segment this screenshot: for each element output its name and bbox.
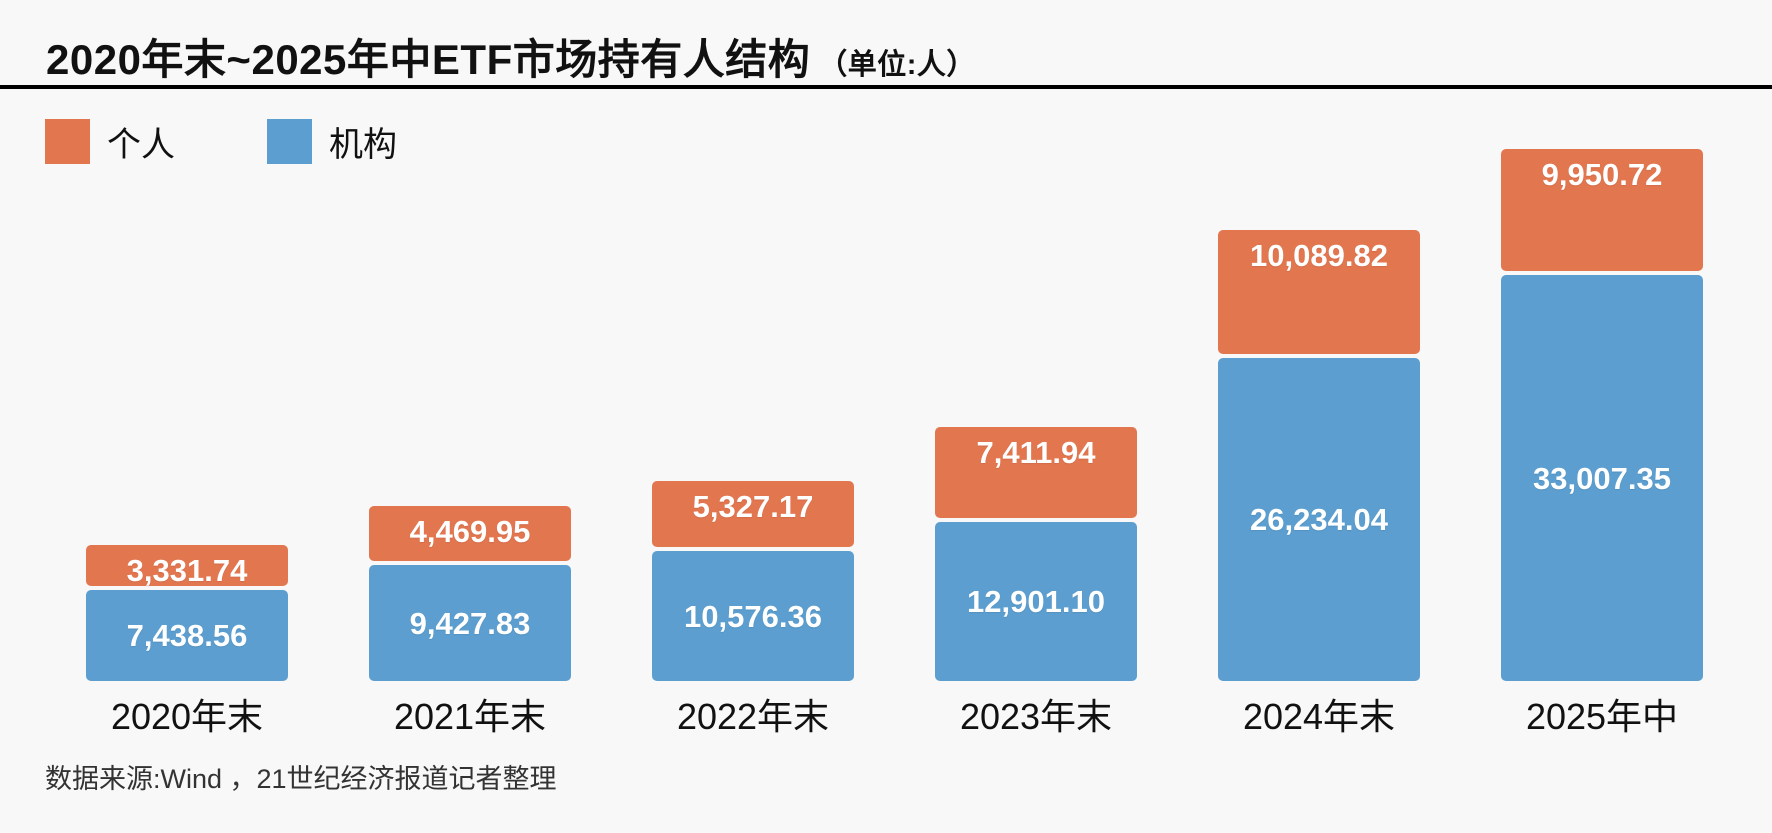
title-divider	[0, 85, 1772, 89]
x-axis-label: 2025年中	[1525, 696, 1679, 737]
legend-label: 个人	[107, 126, 175, 164]
legend: 个人 机构	[45, 117, 489, 166]
x-axis-label: 2020年末	[110, 696, 264, 737]
bar-segment-individual: 3,331.74	[86, 545, 288, 586]
x-axis-label: 2021年末	[393, 696, 547, 737]
bar-group: 4,469.95 9,427.83	[369, 506, 571, 681]
title-unit-label: （单位:人）	[818, 49, 976, 81]
bar-segment-institution: 7,438.56	[86, 590, 288, 681]
bar-segment-institution: 33,007.35	[1501, 275, 1703, 681]
legend-item: 机构	[267, 117, 397, 166]
x-axis-label: 2024年末	[1242, 696, 1396, 737]
bar-segment-institution: 10,576.36	[652, 551, 854, 681]
bar-value-label: 10,576.36	[684, 598, 822, 634]
bar-value-label: 9,427.83	[409, 605, 531, 641]
bar-group: 10,089.82 26,234.04	[1218, 230, 1420, 681]
bar-segment-individual: 10,089.82	[1218, 230, 1420, 354]
bar-value-label: 7,438.56	[126, 618, 248, 653]
bar-value-label: 4,469.95	[409, 514, 531, 549]
bar-segment-institution: 26,234.04	[1218, 358, 1420, 681]
bar-segment-individual: 5,327.17	[652, 481, 854, 547]
bar-segment-individual: 7,411.94	[935, 427, 1137, 518]
bar-segment-individual: 9,950.72	[1501, 149, 1703, 271]
bar-segment-individual: 4,469.95	[369, 506, 571, 561]
bar-value-label: 33,007.35	[1533, 460, 1671, 496]
bar-value-label: 7,411.94	[976, 435, 1096, 470]
bar-value-label: 26,234.04	[1250, 502, 1388, 537]
page-title-text: 2020年末~2025年中ETF市场持有人结构	[46, 36, 811, 83]
bar-value-label: 5,327.17	[692, 489, 814, 524]
bar-segment-institution: 9,427.83	[369, 565, 571, 681]
bar-segment-institution: 12,901.10	[935, 522, 1137, 681]
bar-value-label: 12,901.10	[967, 584, 1105, 619]
legend-item: 个人	[45, 117, 175, 166]
bar-group: 9,950.72 33,007.35	[1501, 149, 1703, 681]
x-axis-label: 2022年末	[676, 696, 830, 737]
bar-value-label: 3,331.74	[126, 553, 248, 588]
source-note: 数据来源:Wind ，21世纪经济报道记者整理	[45, 764, 557, 794]
page-title: 2020年末~2025年中ETF市场持有人结构 （单位:人）	[46, 26, 976, 87]
bar-value-label: 9,950.72	[1541, 157, 1663, 192]
legend-swatch	[45, 119, 90, 164]
bar-group: 3,331.74 7,438.56	[86, 545, 288, 681]
legend-label: 机构	[329, 126, 397, 164]
bar-group: 7,411.94 12,901.10	[935, 427, 1137, 681]
x-axis-label: 2023年末	[959, 696, 1113, 737]
bar-group: 5,327.17 10,576.36	[652, 481, 854, 681]
bar-value-label: 10,089.82	[1250, 238, 1388, 273]
legend-swatch	[267, 119, 312, 164]
